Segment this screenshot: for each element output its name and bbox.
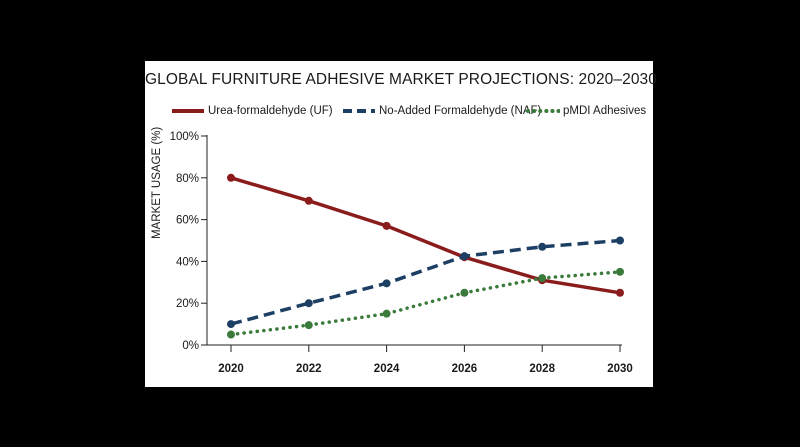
y-tick-label: 80% [176,173,199,185]
legend-swatch-naf [343,109,375,113]
x-tick-label: 2026 [452,363,478,375]
legend-label-naf: No-Added Formaldehyde (NAF) [379,105,542,117]
data-point-2 [304,321,313,330]
data-point-1 [460,252,469,261]
x-tick-label: 2028 [529,363,555,375]
x-tick-label: 2024 [374,363,400,375]
y-tick-label: 60% [176,215,199,227]
data-point-0 [382,221,391,230]
legend-label-pmdi: pMDI Adhesives [563,105,647,117]
data-point-1 [382,279,391,288]
series-line-0 [229,176,622,295]
y-tick-label: 100% [170,131,199,143]
chart-title: GLOBAL FURNITURE ADHESIVE MARKET PROJECT… [145,71,657,88]
legend: Urea-formaldehyde (UF) No-Added Formalde… [145,105,653,121]
chart-card: GLOBAL FURNITURE ADHESIVE MARKET PROJECT… [145,61,657,387]
data-point-2 [460,288,469,297]
legend-swatch-uf [172,109,204,113]
data-point-1 [227,320,235,329]
data-point-0 [616,288,624,297]
legend-swatch-pmdi [526,109,561,113]
data-point-1 [538,242,547,251]
legend-item-pmdi: pMDI Adhesives [526,105,646,117]
legend-item-uf: Urea-formaldehyde (UF) [171,105,333,117]
data-point-2 [227,330,235,339]
plot-area: 0% 20% 40% 60% 80% 100% 2020 2022 2024 2026 2028 20… [170,131,633,375]
data-point-1 [304,299,313,308]
x-tick-label: 2022 [296,363,322,375]
data-point-0 [227,173,235,182]
legend-label-uf: Urea-formaldehyde (UF) [208,105,333,117]
data-point-0 [304,196,313,205]
data-point-2 [616,267,624,276]
x-tick-label: 2030 [607,363,633,375]
data-point-2 [382,309,391,318]
y-tick-label: 40% [176,256,199,268]
legend-item-naf: No-Added Formaldehyde (NAF) [342,105,541,117]
data-point-1 [616,236,624,245]
x-tick-label: 2020 [218,363,244,375]
y-tick-label: 20% [176,298,199,310]
series-line-2 [229,270,622,337]
y-tick-label: 0% [182,340,199,352]
data-point-2 [538,274,547,283]
